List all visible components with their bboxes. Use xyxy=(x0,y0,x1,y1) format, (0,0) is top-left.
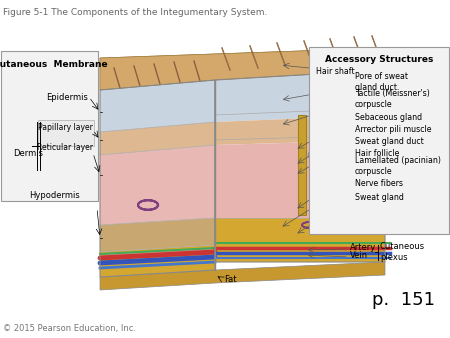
Text: © 2015 Pearson Education, Inc.: © 2015 Pearson Education, Inc. xyxy=(3,324,136,333)
Polygon shape xyxy=(215,70,385,122)
Polygon shape xyxy=(100,48,385,90)
Text: Sweat gland: Sweat gland xyxy=(355,193,404,201)
Text: Hair follicle: Hair follicle xyxy=(355,149,400,159)
Polygon shape xyxy=(215,218,385,262)
Text: Nerve fibers: Nerve fibers xyxy=(355,179,403,189)
Text: Reticular layer: Reticular layer xyxy=(37,144,93,152)
Text: Papillary layer: Papillary layer xyxy=(37,122,92,131)
FancyBboxPatch shape xyxy=(1,51,98,201)
Text: Dermis: Dermis xyxy=(13,148,43,158)
Polygon shape xyxy=(100,48,385,90)
Polygon shape xyxy=(100,245,215,277)
Polygon shape xyxy=(215,115,385,145)
Text: Lamellated (pacinian)
corpuscle: Lamellated (pacinian) corpuscle xyxy=(355,156,441,176)
Polygon shape xyxy=(100,122,215,155)
Text: Hypodermis: Hypodermis xyxy=(30,191,81,199)
Text: Artery: Artery xyxy=(350,243,376,252)
Polygon shape xyxy=(100,218,215,252)
Polygon shape xyxy=(100,80,215,132)
Polygon shape xyxy=(100,262,385,290)
FancyBboxPatch shape xyxy=(37,120,94,145)
Polygon shape xyxy=(100,145,215,225)
FancyBboxPatch shape xyxy=(309,47,449,234)
Polygon shape xyxy=(215,140,385,218)
Text: Sweat gland duct: Sweat gland duct xyxy=(355,138,424,146)
Text: Arrector pili muscle: Arrector pili muscle xyxy=(355,125,432,135)
Text: Accessory Structures: Accessory Structures xyxy=(325,55,433,64)
Text: Sebaceous gland: Sebaceous gland xyxy=(355,114,422,122)
Text: Fat: Fat xyxy=(224,275,236,285)
Text: p.  151: p. 151 xyxy=(372,291,435,309)
FancyBboxPatch shape xyxy=(298,115,306,215)
Text: Pore of sweat
gland duct: Pore of sweat gland duct xyxy=(355,72,408,92)
Text: Cutaneous  Membrane: Cutaneous Membrane xyxy=(0,60,107,69)
Text: Epidermis: Epidermis xyxy=(46,93,88,101)
Text: Tactile (Meissner's)
corpuscle: Tactile (Meissner's) corpuscle xyxy=(355,89,430,109)
Text: Cutaneous
plexus: Cutaneous plexus xyxy=(380,242,425,262)
Text: Figure 5-1 The Components of the Integumentary System.: Figure 5-1 The Components of the Integum… xyxy=(3,8,267,17)
Text: Hair shaft: Hair shaft xyxy=(316,68,355,76)
Text: Vein: Vein xyxy=(350,251,368,261)
Ellipse shape xyxy=(308,150,322,160)
